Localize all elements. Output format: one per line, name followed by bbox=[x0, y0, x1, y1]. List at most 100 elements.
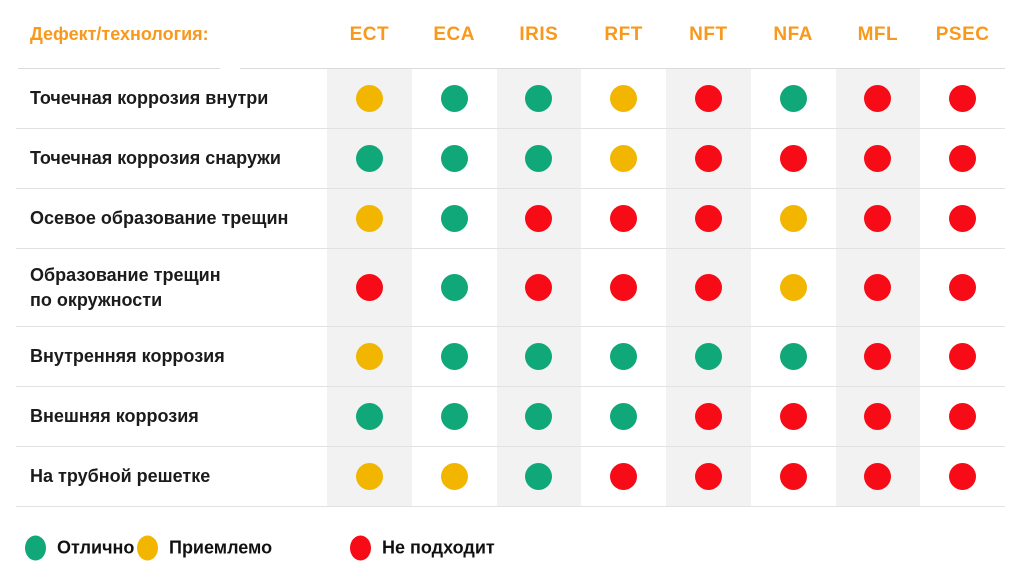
unsuitable-dot bbox=[610, 463, 638, 490]
matrix-cell bbox=[666, 447, 751, 507]
unsuitable-dot bbox=[610, 274, 638, 301]
unsuitable-dot bbox=[864, 274, 892, 301]
unsuitable-dot bbox=[694, 205, 722, 232]
matrix-cell bbox=[835, 447, 921, 507]
matrix-cell bbox=[750, 447, 836, 507]
row-label: Внешняя коррозия bbox=[16, 387, 327, 447]
matrix-cell bbox=[666, 69, 751, 129]
excellent-dot bbox=[525, 343, 553, 370]
unsuitable-dot bbox=[694, 85, 722, 112]
matrix-cell bbox=[327, 447, 412, 507]
column-header-eca: ECA bbox=[433, 23, 475, 45]
matrix-cell bbox=[666, 327, 751, 387]
excellent-dot bbox=[440, 343, 468, 370]
matrix-cell bbox=[411, 447, 497, 507]
column-header-nft: NFT bbox=[689, 23, 728, 45]
matrix-cell bbox=[835, 327, 921, 387]
matrix-cell bbox=[920, 189, 1005, 249]
unsuitable-dot bbox=[949, 403, 977, 430]
unsuitable-dot bbox=[949, 145, 977, 172]
unsuitable-dot bbox=[864, 85, 892, 112]
excellent-dot bbox=[355, 145, 383, 172]
matrix-cell bbox=[581, 249, 666, 327]
acceptable-dot bbox=[779, 205, 807, 232]
header-underline-left bbox=[18, 68, 220, 69]
table-title: Дефект/технология: bbox=[30, 24, 209, 44]
comparison-table: Дефект/технология: ECT ECA IRIS RFT NFT NFA MF… bbox=[16, 0, 1005, 507]
unsuitable-dot bbox=[864, 145, 892, 172]
matrix-cell bbox=[496, 129, 582, 189]
matrix-cell bbox=[750, 69, 836, 129]
matrix-cell bbox=[666, 189, 751, 249]
unsuitable-dot bbox=[525, 274, 553, 301]
matrix-cell bbox=[581, 69, 666, 129]
column-header-psec: PSEC bbox=[935, 23, 990, 45]
excellent-dot bbox=[355, 403, 383, 430]
matrix-cell bbox=[835, 387, 921, 447]
legend: Отлично Приемлемо Не подходит bbox=[0, 507, 1024, 576]
row-label: Образование трещин по окружности bbox=[16, 249, 327, 327]
matrix-cell bbox=[920, 69, 1005, 129]
matrix-cell bbox=[581, 447, 666, 507]
unsuitable-dot bbox=[694, 274, 722, 301]
matrix-cell bbox=[920, 327, 1005, 387]
matrix-cell bbox=[666, 129, 751, 189]
excellent-dot bbox=[525, 145, 553, 172]
unsuitable-dot bbox=[949, 343, 977, 370]
acceptable-dot bbox=[610, 145, 638, 172]
unsuitable-dot bbox=[949, 85, 977, 112]
matrix-cell bbox=[496, 447, 582, 507]
matrix-cell bbox=[411, 129, 497, 189]
legend-label: Приемлемо bbox=[169, 537, 273, 558]
matrix-cell bbox=[327, 189, 412, 249]
matrix-cell bbox=[327, 249, 412, 327]
excellent-dot bbox=[440, 403, 468, 430]
unsuitable-legend-dot bbox=[350, 535, 371, 561]
excellent-dot bbox=[440, 274, 468, 301]
column-header-nfa: NFA bbox=[773, 23, 813, 45]
excellent-dot bbox=[610, 403, 638, 430]
matrix-cell bbox=[666, 249, 751, 327]
unsuitable-dot bbox=[779, 145, 807, 172]
matrix-cell bbox=[920, 249, 1005, 327]
unsuitable-dot bbox=[779, 463, 807, 490]
acceptable-dot bbox=[355, 205, 383, 232]
matrix-cell bbox=[411, 249, 497, 327]
matrix-cell bbox=[920, 129, 1005, 189]
column-header-rft: RFT bbox=[604, 23, 643, 45]
acceptable-dot bbox=[355, 463, 383, 490]
unsuitable-dot bbox=[864, 463, 892, 490]
unsuitable-dot bbox=[610, 205, 638, 232]
legend-item-acceptable: Приемлемо bbox=[137, 535, 273, 561]
excellent-dot bbox=[694, 343, 722, 370]
matrix-cell bbox=[920, 447, 1005, 507]
matrix-cell bbox=[750, 189, 836, 249]
matrix-cell bbox=[496, 327, 582, 387]
matrix-cell bbox=[750, 387, 836, 447]
header-underline-right bbox=[240, 68, 1005, 69]
acceptable-dot bbox=[440, 463, 468, 490]
acceptable-dot bbox=[779, 274, 807, 301]
matrix-cell bbox=[835, 249, 921, 327]
column-header-iris: IRIS bbox=[519, 23, 559, 45]
excellent-dot bbox=[779, 343, 807, 370]
unsuitable-dot bbox=[949, 205, 977, 232]
excellent-dot bbox=[779, 85, 807, 112]
acceptable-dot bbox=[355, 85, 383, 112]
excellent-dot bbox=[610, 343, 638, 370]
matrix-cell bbox=[581, 189, 666, 249]
matrix-cell bbox=[581, 129, 666, 189]
unsuitable-dot bbox=[525, 205, 553, 232]
matrix-cell bbox=[496, 387, 582, 447]
legend-item-excellent: Отлично bbox=[25, 535, 134, 561]
matrix-cell bbox=[327, 387, 412, 447]
excellent-legend-dot bbox=[25, 535, 46, 561]
matrix-cell bbox=[835, 129, 921, 189]
matrix-cell bbox=[327, 129, 412, 189]
matrix-cell bbox=[496, 69, 582, 129]
unsuitable-dot bbox=[694, 403, 722, 430]
matrix-cell bbox=[666, 387, 751, 447]
unsuitable-dot bbox=[694, 145, 722, 172]
matrix-cell bbox=[411, 327, 497, 387]
unsuitable-dot bbox=[864, 403, 892, 430]
